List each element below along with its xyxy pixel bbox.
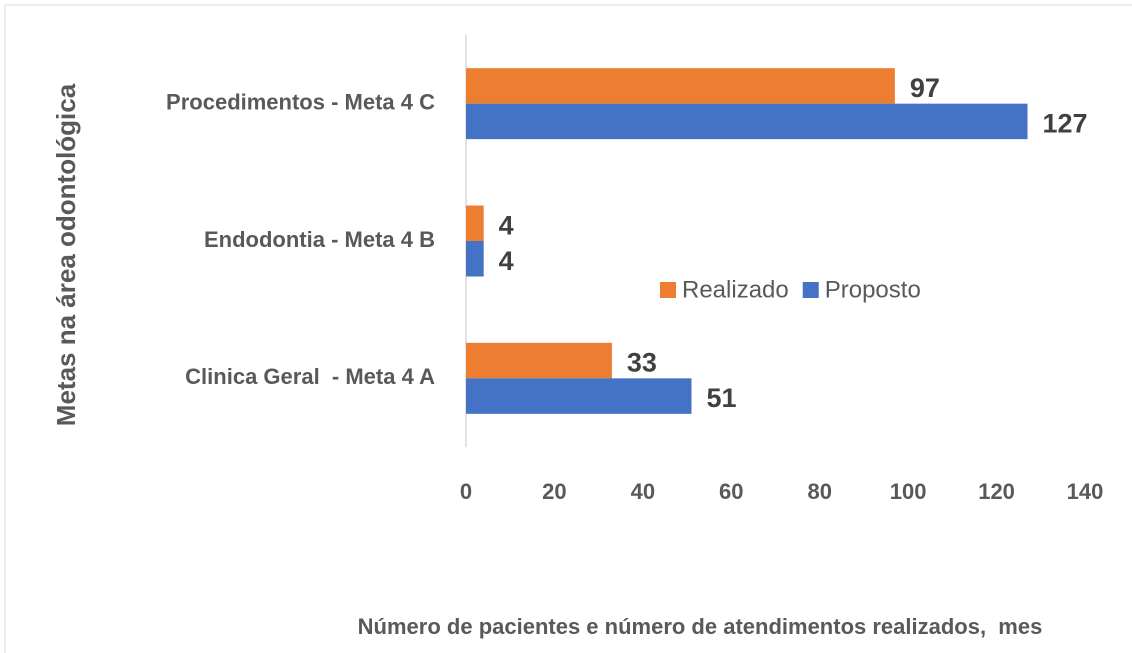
x-tick-label: 140 [1067, 479, 1104, 504]
chart-border [4, 4, 1132, 653]
x-tick-label: 60 [719, 479, 743, 504]
data-label: 4 [499, 210, 514, 240]
x-tick-label: 120 [978, 479, 1015, 504]
x-tick-label: 20 [542, 479, 566, 504]
x-tick-label: 0 [460, 479, 472, 504]
category-label: Endodontia - Meta 4 B [204, 227, 435, 252]
legend-label: Proposto [825, 276, 921, 303]
category-label: Procedimentos - Meta 4 C [166, 89, 435, 114]
bar [466, 103, 1028, 140]
legend-label: Realizado [682, 276, 789, 303]
data-label: 33 [627, 348, 657, 378]
data-label: 4 [499, 246, 514, 276]
x-tick-label: 80 [807, 479, 831, 504]
bar [466, 378, 692, 414]
category-label: Clinica Geral - Meta 4 A [185, 364, 435, 389]
bar [466, 68, 895, 104]
x-tick-label: 100 [890, 479, 927, 504]
bar [466, 342, 612, 379]
x-axis-title: Número de pacientes e número de atendime… [358, 614, 1043, 639]
data-label: 127 [1043, 109, 1088, 139]
data-label: 51 [706, 383, 736, 413]
bar [466, 241, 484, 277]
legend-swatch [802, 282, 819, 298]
legend-swatch [660, 282, 676, 298]
x-tick-label: 40 [631, 479, 655, 504]
bar [466, 205, 484, 241]
y-axis-title: Metas na área odontológica [51, 83, 81, 426]
data-label: 97 [910, 73, 940, 103]
